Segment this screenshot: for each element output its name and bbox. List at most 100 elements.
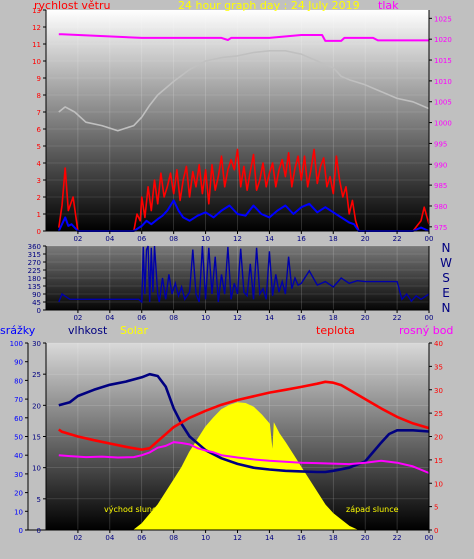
wind-y-tick-label: 5 [37,143,41,151]
humidity-y-tick-label: 20 [32,402,41,410]
wind-x-tick-label: 14 [265,235,274,243]
humidity-y-tick-label: 10 [32,465,41,473]
temperature-x-tick-label: 14 [265,534,274,542]
direction-x-tick-label: 22 [393,314,402,322]
humidity-y-tick-label: 25 [32,371,41,379]
direction-series-line [58,245,430,304]
direction-x-tick-label: 14 [265,314,274,322]
temperature-x-tick-label: 16 [297,534,306,542]
pressure-y-tick-label: 1000 [434,120,452,128]
sunrise-annotation: východ slunce [104,505,161,514]
direction-x-tick-label: 06 [137,314,146,322]
wind-panel-ticks: 02 04 06 08 10 12 14 16 18 20 22 000123456789101112… [32,7,452,243]
solar-label: Solar [120,324,149,337]
temperature-y-tick-label: 0 [434,527,438,535]
temperature-y-tick-label: 25 [434,410,443,418]
compass-letter: S [442,271,450,285]
wind-y-tick-label: 12 [32,24,41,32]
wind-y-tick-label: 13 [32,7,41,15]
temp_trace-series-line [58,50,430,132]
pressure-y-tick-label: 1010 [434,78,452,86]
wind-x-tick-label: 10 [201,235,210,243]
wind-x-tick-label: 20 [361,235,370,243]
wind-x-tick-label: 04 [105,235,114,243]
direction-x-tick-label: 12 [233,314,242,322]
rain-y-tick-label: 10 [14,508,23,516]
compass-letter: N [442,301,451,315]
wind-series-line [57,199,430,232]
pressure-y-tick-label: 1025 [434,15,452,23]
direction-y-tick-label: 135 [28,283,41,291]
direction-x-tick-label: 04 [105,314,114,322]
temperature-y-tick-label: 20 [434,434,443,442]
temperature-y-tick-label: 5 [434,504,438,512]
humidity-y-tick-label: 0 [37,527,41,535]
direction-y-tick-label: 0 [37,307,41,315]
temperature-y-tick-label: 35 [434,363,443,371]
direction-x-tick-label: 08 [169,314,178,322]
wind-x-tick-label: 18 [329,235,338,243]
rain-y-tick-label: 40 [14,452,23,460]
direction-y-tick-label: 360 [28,243,41,251]
wind-y-tick-label: 3 [37,177,41,185]
temperature-y-tick-label: 15 [434,457,443,465]
temperature-x-tick-label: 04 [105,534,114,542]
pressure-series-line [58,33,429,42]
wind-panel-gridlines [46,9,430,232]
direction-y-tick-label: 315 [28,251,41,259]
rain-y-tick-label: 60 [14,415,23,423]
direction-x-tick-label: 00 [425,314,434,322]
pressure-y-tick-label: 985 [434,182,447,190]
pressure-y-tick-label: 975 [434,224,447,232]
wind-y-tick-label: 10 [32,58,41,66]
rain-y-tick-label: 30 [14,471,23,479]
temperature-y-tick-label: 10 [434,480,443,488]
rain-y-tick-label: 50 [14,434,23,442]
pressure-label: tlak [378,0,399,12]
wind-x-tick-label: 08 [169,235,178,243]
humidity-y-tick-label: 5 [37,496,41,504]
temperature-series-line [58,380,430,451]
gust-series-line [58,148,430,232]
compass-letter: W [440,256,452,270]
temperature-panel-series [58,372,430,531]
temperature-y-tick-label: 30 [434,387,443,395]
direction-y-tick-label: 45 [32,299,41,307]
wind-x-tick-label: 06 [137,235,146,243]
direction-x-tick-label: 10 [201,314,210,322]
humidity-label: vlhkost [68,324,108,337]
pressure-y-tick-label: 1015 [434,57,452,65]
wind-y-tick-label: 7 [37,109,41,117]
wind-y-tick-label: 9 [37,75,41,83]
compass-letter: N [442,241,451,255]
direction-y-tick-label: 180 [28,275,41,283]
temperature-x-tick-label: 20 [361,534,370,542]
humidity-y-tick-label: 15 [32,434,41,442]
humidity-series-line [58,372,430,474]
temperature-y-tick-label: 40 [434,340,443,348]
temperature-x-tick-label: 08 [169,534,178,542]
wind-x-tick-label: 02 [73,235,82,243]
pressure-y-tick-label: 990 [434,161,447,169]
temperature-label: teplota [316,324,355,337]
direction-x-tick-label: 20 [361,314,370,322]
dewpoint-series-line [58,441,430,474]
pressure-y-tick-label: 995 [434,140,447,148]
rain-y-tick-label: 20 [14,490,23,498]
rain-y-tick-label: 70 [14,396,23,404]
direction-x-tick-label: 18 [329,314,338,322]
rain-y-tick-label: 90 [14,359,23,367]
temperature-x-tick-label: 02 [73,534,82,542]
temperature-x-tick-label: 22 [393,534,402,542]
wind-y-tick-label: 0 [37,228,41,236]
rain-y-tick-label: 80 [14,377,23,385]
direction-y-tick-label: 270 [28,259,41,267]
wind-y-tick-label: 4 [37,160,42,168]
wind-x-tick-label: 12 [233,235,242,243]
temperature-x-tick-label: 10 [201,534,210,542]
direction-panel-series [58,245,430,304]
rain-label: srážky [0,324,36,337]
wind-y-tick-label: 6 [37,126,42,134]
wind-y-tick-label: 1 [37,211,41,219]
